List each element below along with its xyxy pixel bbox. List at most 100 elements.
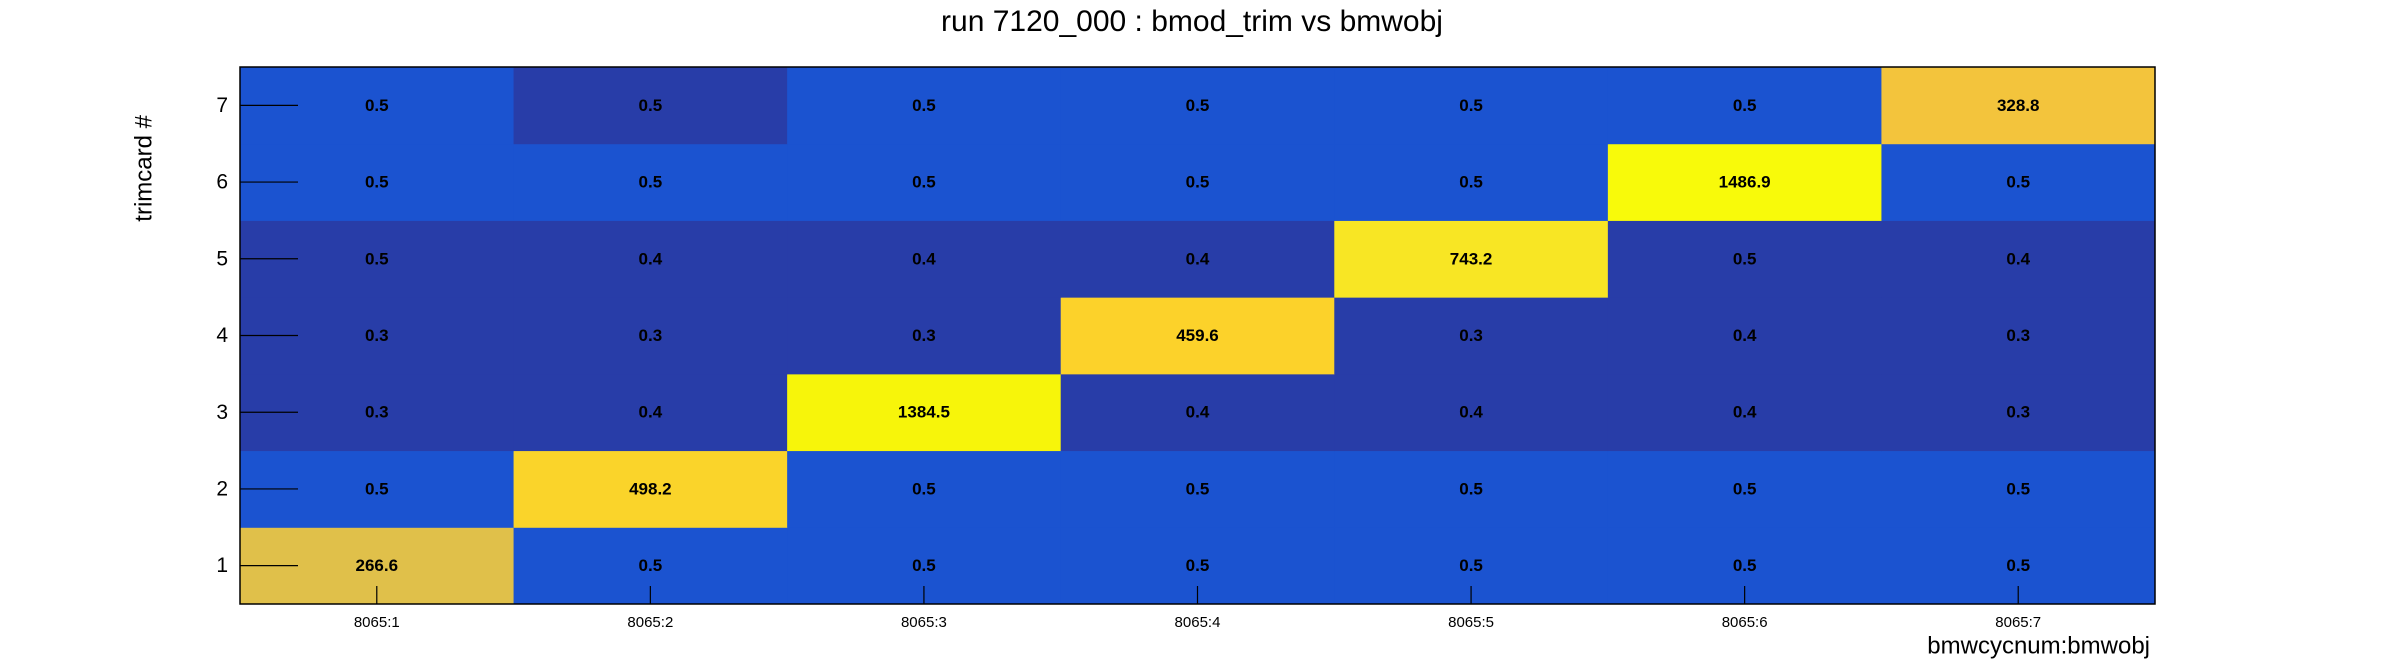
cell-label: 0.5 <box>1186 96 1210 115</box>
chart-title: run 7120_000 : bmod_trim vs bmwobj <box>941 5 1443 38</box>
cell-label: 0.4 <box>2006 249 2030 268</box>
cell <box>1607 373 1882 452</box>
cell-label: 1486.9 <box>1719 173 1771 192</box>
cell-label: 498.2 <box>629 479 672 498</box>
cell-label: 0.5 <box>365 173 389 192</box>
cell <box>1060 143 1335 221</box>
cell-label: 0.5 <box>912 96 936 115</box>
cell-label: 0.5 <box>2006 556 2030 575</box>
y-tick-label: 6 <box>216 171 228 194</box>
cell <box>787 297 1062 375</box>
y-tick-label: 5 <box>216 247 228 270</box>
cell-label: 0.5 <box>912 556 936 575</box>
y-tick-label: 2 <box>216 477 228 500</box>
cell <box>787 143 1062 221</box>
x-tick-label: 8065:4 <box>1175 614 1221 631</box>
cell-label: 0.5 <box>912 173 936 192</box>
cell-label: 0.5 <box>1459 479 1483 498</box>
cell <box>1334 220 1609 298</box>
cell-label: 0.4 <box>1459 403 1483 422</box>
cell-label: 0.3 <box>365 326 389 345</box>
cell-label: 0.5 <box>365 249 389 268</box>
axes: 8065:1 8065:2 8065:3 8065:4 8065:5 8065:6 8065… <box>216 94 2041 631</box>
cell-label: 0.4 <box>639 249 663 268</box>
cell <box>787 67 1062 145</box>
cell-label: 0.5 <box>1186 556 1210 575</box>
cell-label: 0.5 <box>1186 479 1210 498</box>
cell <box>513 67 788 145</box>
cell-label: 0.5 <box>639 173 663 192</box>
cell-label: 0.3 <box>639 326 663 345</box>
cell-label: 0.3 <box>912 326 936 345</box>
cell <box>1334 450 1609 528</box>
cell-label: 0.4 <box>1186 249 1210 268</box>
cell-label: 743.2 <box>1450 249 1493 268</box>
y-tick-label: 7 <box>216 94 228 117</box>
cell <box>1607 297 1882 375</box>
cell-label: 0.5 <box>2006 479 2030 498</box>
cell-label: 0.4 <box>1733 403 1757 422</box>
cell <box>787 450 1062 528</box>
cell-label: 0.5 <box>365 479 389 498</box>
y-tick-label: 1 <box>216 554 228 577</box>
cell <box>1334 297 1609 375</box>
cell-label: 0.4 <box>1733 326 1757 345</box>
cell <box>1607 143 1882 221</box>
cell-label: 0.3 <box>365 403 389 422</box>
cell-label: 328.8 <box>1997 96 2040 115</box>
cell <box>1607 450 1882 528</box>
cell-label: 0.5 <box>1733 96 1757 115</box>
cell-label: 0.5 <box>1186 173 1210 192</box>
cell-label: 0.5 <box>365 96 389 115</box>
cell <box>1881 450 2156 528</box>
cell <box>513 373 788 452</box>
cell-label: 0.5 <box>1733 249 1757 268</box>
cell-label: 459.6 <box>1176 326 1219 345</box>
cell-label: 0.4 <box>639 403 663 422</box>
cell <box>513 220 788 298</box>
cell <box>513 143 788 221</box>
y-axis-label: trimcard # <box>130 114 157 221</box>
cell-label: 0.5 <box>1733 479 1757 498</box>
cell <box>1060 297 1335 375</box>
cell <box>513 297 788 375</box>
cell <box>787 220 1062 298</box>
x-tick-label: 8065:6 <box>1722 614 1768 631</box>
x-tick-label: 8065:2 <box>627 614 673 631</box>
cell <box>1881 67 2156 145</box>
cell-label: 0.5 <box>2006 173 2030 192</box>
x-tick-label: 8065:3 <box>901 614 947 631</box>
cell <box>1881 143 2156 221</box>
cell <box>1881 220 2156 298</box>
cell <box>513 450 788 528</box>
cell <box>1881 373 2156 452</box>
cell <box>1060 450 1335 528</box>
cell-label: 0.5 <box>912 479 936 498</box>
cell-label: 0.5 <box>639 556 663 575</box>
cells: 266.6 0.5 0.5 0.5 0.5 0.5 0.5 0.5 498.2 0.5 0.5 0.5… <box>240 67 2156 605</box>
cell-label: 0.5 <box>1459 96 1483 115</box>
x-axis-label: bmwcycnum:bmwobj <box>1927 632 2150 659</box>
cell <box>1607 220 1882 298</box>
cell-label: 0.3 <box>2006 403 2030 422</box>
cell <box>1060 373 1335 452</box>
cell <box>1334 67 1609 145</box>
x-tick-label: 8065:5 <box>1448 614 1494 631</box>
cell-label: 0.4 <box>912 249 936 268</box>
y-tick-label: 3 <box>216 401 228 424</box>
plot-frame <box>239 66 2156 605</box>
cell-label: 0.5 <box>1733 556 1757 575</box>
cell-label: 0.5 <box>1459 556 1483 575</box>
cell <box>1060 67 1335 145</box>
cell <box>1334 143 1609 221</box>
cell <box>1881 297 2156 375</box>
cell <box>1060 220 1335 298</box>
y-tick-label: 4 <box>216 324 228 347</box>
cell-label: 1384.5 <box>898 403 950 422</box>
cell <box>1607 67 1882 145</box>
x-tick-label: 8065:7 <box>1995 614 2041 631</box>
cell-label: 0.5 <box>1459 173 1483 192</box>
cell-label: 0.3 <box>1459 326 1483 345</box>
cell-label: 0.4 <box>1186 403 1210 422</box>
